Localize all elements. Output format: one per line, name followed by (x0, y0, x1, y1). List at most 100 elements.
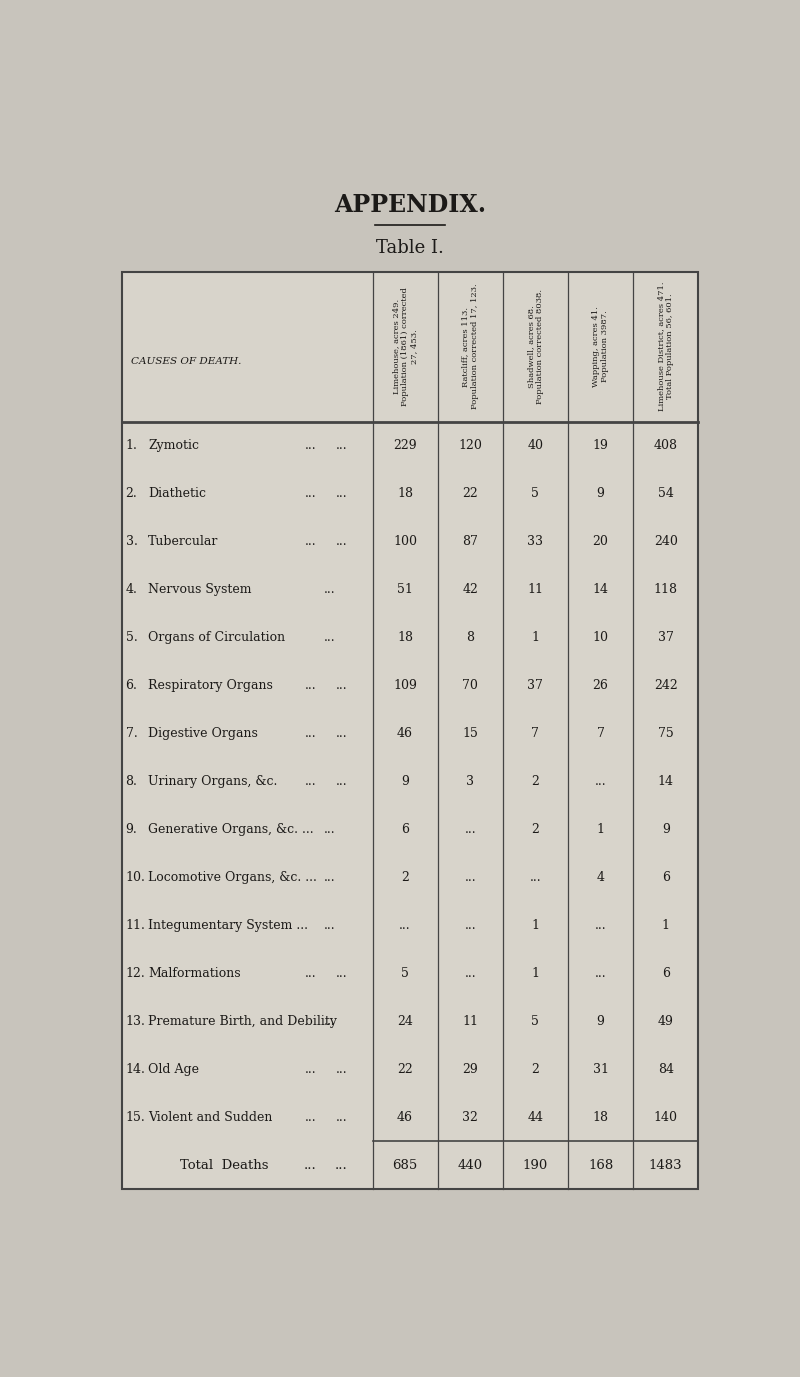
Text: 6: 6 (401, 823, 409, 836)
Text: 87: 87 (462, 536, 478, 548)
Text: 140: 140 (654, 1111, 678, 1124)
Text: ...: ... (594, 918, 606, 932)
Text: 13.: 13. (126, 1015, 146, 1027)
Text: 1: 1 (662, 918, 670, 932)
Text: ...: ... (530, 872, 542, 884)
Text: ...: ... (324, 582, 336, 596)
Text: 46: 46 (397, 1111, 413, 1124)
Text: Nervous System: Nervous System (148, 582, 251, 596)
Text: ...: ... (465, 872, 476, 884)
Text: ...: ... (399, 918, 411, 932)
Text: 2: 2 (401, 872, 409, 884)
Text: 8.: 8. (126, 775, 138, 788)
Text: 10.: 10. (126, 872, 146, 884)
Text: ...: ... (465, 823, 476, 836)
Text: ...: ... (324, 823, 336, 836)
Text: Table I.: Table I. (376, 240, 444, 257)
Text: 3: 3 (466, 775, 474, 788)
Text: 2.: 2. (126, 487, 138, 500)
Text: Tubercular: Tubercular (148, 536, 218, 548)
Text: 84: 84 (658, 1063, 674, 1075)
Text: 1: 1 (531, 967, 539, 980)
Text: 33: 33 (527, 536, 543, 548)
Text: ...: ... (324, 872, 336, 884)
Text: 9: 9 (597, 1015, 605, 1027)
Text: ...: ... (336, 487, 347, 500)
Text: CAUSES OF DEATH.: CAUSES OF DEATH. (131, 358, 242, 366)
Text: Violent and Sudden: Violent and Sudden (148, 1111, 273, 1124)
Text: 15.: 15. (126, 1111, 146, 1124)
Text: 15: 15 (462, 727, 478, 739)
Text: 120: 120 (458, 439, 482, 452)
Text: 2: 2 (531, 823, 539, 836)
Text: 22: 22 (398, 1063, 413, 1075)
Text: 19: 19 (593, 439, 609, 452)
Text: 18: 18 (397, 631, 413, 644)
Text: APPENDIX.: APPENDIX. (334, 193, 486, 218)
Text: ...: ... (594, 775, 606, 788)
Text: 240: 240 (654, 536, 678, 548)
Text: 6.: 6. (126, 679, 138, 693)
Text: Diathetic: Diathetic (148, 487, 206, 500)
Text: ...: ... (305, 1111, 316, 1124)
Text: 6: 6 (662, 872, 670, 884)
Text: 4: 4 (597, 872, 605, 884)
Bar (122, 271, 698, 1190)
Text: ...: ... (305, 536, 316, 548)
Text: Old Age: Old Age (148, 1063, 199, 1075)
Text: 109: 109 (393, 679, 417, 693)
Text: Shadwell, acres 68.
Population corrected 8038.: Shadwell, acres 68. Population corrected… (527, 289, 544, 403)
Text: Premature Birth, and Debility: Premature Birth, and Debility (148, 1015, 337, 1027)
Text: 1.: 1. (126, 439, 138, 452)
Text: Limehouse District, acres 471.
Total Population 56, 601.: Limehouse District, acres 471. Total Pop… (657, 282, 674, 412)
Text: 685: 685 (393, 1159, 418, 1172)
Text: 190: 190 (522, 1159, 548, 1172)
Text: 7.: 7. (126, 727, 138, 739)
Text: 1: 1 (597, 823, 605, 836)
Text: 18: 18 (397, 487, 413, 500)
Text: Total  Deaths: Total Deaths (180, 1159, 268, 1172)
Text: 14: 14 (593, 582, 609, 596)
Text: 44: 44 (527, 1111, 543, 1124)
Text: ...: ... (336, 1111, 347, 1124)
Text: ...: ... (305, 487, 316, 500)
Text: Organs of Circulation: Organs of Circulation (148, 631, 285, 644)
Text: 42: 42 (462, 582, 478, 596)
Text: 26: 26 (593, 679, 609, 693)
Text: ...: ... (465, 967, 476, 980)
Text: ...: ... (305, 439, 316, 452)
Text: 408: 408 (654, 439, 678, 452)
Text: 2: 2 (531, 1063, 539, 1075)
Text: 29: 29 (462, 1063, 478, 1075)
Text: 1: 1 (531, 918, 539, 932)
Text: Digestive Organs: Digestive Organs (148, 727, 258, 739)
Text: 12.: 12. (126, 967, 146, 980)
Text: 5: 5 (531, 1015, 539, 1027)
Text: ...: ... (305, 1063, 316, 1075)
Text: 14.: 14. (126, 1063, 146, 1075)
Text: Integumentary System ...: Integumentary System ... (148, 918, 308, 932)
Text: 49: 49 (658, 1015, 674, 1027)
Text: ...: ... (336, 439, 347, 452)
Text: ...: ... (336, 679, 347, 693)
Text: ...: ... (305, 727, 316, 739)
Text: ...: ... (336, 536, 347, 548)
Text: 229: 229 (394, 439, 417, 452)
Text: 168: 168 (588, 1159, 613, 1172)
Text: 18: 18 (593, 1111, 609, 1124)
Text: ...: ... (324, 631, 336, 644)
Text: 40: 40 (527, 439, 543, 452)
Text: Respiratory Organs: Respiratory Organs (148, 679, 273, 693)
Text: 14: 14 (658, 775, 674, 788)
Text: 4.: 4. (126, 582, 138, 596)
Text: 2: 2 (531, 775, 539, 788)
Text: ...: ... (336, 727, 347, 739)
Text: 3.: 3. (126, 536, 138, 548)
Text: 54: 54 (658, 487, 674, 500)
Text: 5: 5 (531, 487, 539, 500)
Text: 46: 46 (397, 727, 413, 739)
Text: 22: 22 (462, 487, 478, 500)
Text: 1483: 1483 (649, 1159, 682, 1172)
Text: ...: ... (336, 967, 347, 980)
Text: ...: ... (324, 1015, 336, 1027)
